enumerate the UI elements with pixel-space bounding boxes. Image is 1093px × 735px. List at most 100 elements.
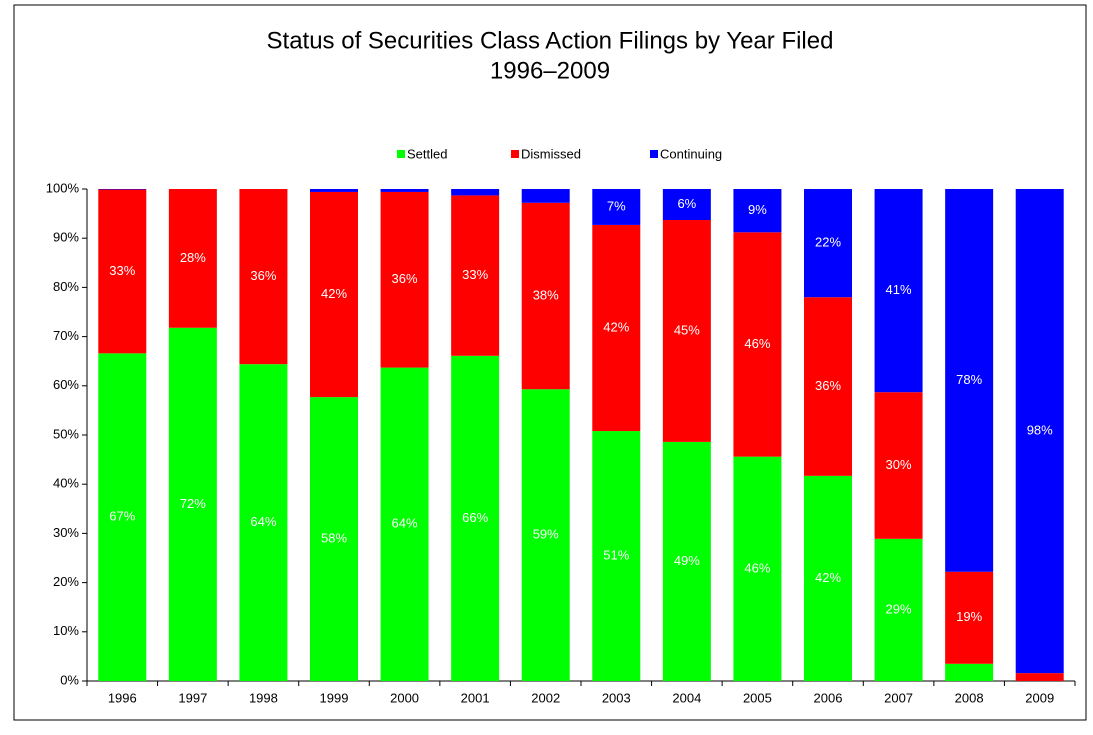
- data-label: 58%: [321, 530, 347, 545]
- data-label: 45%: [674, 322, 700, 337]
- data-label: 41%: [886, 282, 912, 297]
- y-tick-label: 90%: [53, 230, 79, 245]
- bar-segment: [239, 189, 288, 365]
- bar-segment: [662, 441, 711, 681]
- data-label: 67%: [109, 509, 135, 524]
- bar-segment: [945, 189, 994, 572]
- bar-segment: [733, 456, 782, 681]
- x-tick-label: 1996: [108, 690, 137, 705]
- data-label: 36%: [392, 271, 418, 286]
- x-tick-label: 1998: [249, 690, 278, 705]
- data-label: 19%: [956, 609, 982, 624]
- bar-segment: [310, 191, 358, 398]
- data-label: 36%: [250, 268, 276, 283]
- bar-segment: [451, 355, 500, 681]
- legend-label: Settled: [407, 146, 447, 161]
- bar-segment: [804, 189, 852, 298]
- data-label: 22%: [815, 235, 841, 250]
- legend-swatch: [650, 150, 658, 158]
- legend-label: Continuing: [660, 146, 722, 161]
- x-tick-label: 1999: [320, 690, 349, 705]
- data-label: 42%: [321, 286, 347, 301]
- x-tick-label: 2007: [884, 690, 913, 705]
- bar-segment: [804, 475, 852, 681]
- x-tick-label: 2001: [461, 690, 490, 705]
- legend-label: Dismissed: [521, 146, 581, 161]
- data-label: 46%: [744, 560, 770, 575]
- bar-segment: [592, 189, 641, 225]
- bar-segment: [168, 189, 217, 328]
- bar-segment: [1015, 673, 1064, 681]
- y-tick-label: 100%: [46, 180, 80, 195]
- bar-segment: [592, 431, 641, 681]
- bar-segment: [380, 189, 429, 192]
- bar-segment: [310, 189, 358, 192]
- data-label: 49%: [674, 553, 700, 568]
- y-tick-label: 60%: [53, 377, 79, 392]
- data-label: 30%: [886, 457, 912, 472]
- data-label: 9%: [748, 202, 767, 217]
- bar-segment: [592, 224, 641, 432]
- bar-segment: [945, 571, 994, 664]
- data-label: 66%: [462, 510, 488, 525]
- data-label: 33%: [109, 263, 135, 278]
- data-label: 59%: [533, 527, 559, 542]
- bar-segment: [874, 392, 923, 539]
- x-tick-label: 2005: [743, 690, 772, 705]
- y-tick-label: 40%: [53, 476, 79, 491]
- bar-segment: [451, 189, 500, 196]
- y-tick-label: 30%: [53, 525, 79, 540]
- data-label: 72%: [180, 496, 206, 511]
- bar-segment: [239, 364, 288, 681]
- data-label: 29%: [886, 601, 912, 616]
- x-tick-label: 2008: [955, 690, 984, 705]
- data-label: 78%: [956, 372, 982, 387]
- bar-segment: [98, 353, 147, 681]
- bar-segment: [945, 663, 994, 681]
- data-label: 6%: [677, 196, 696, 211]
- y-tick-label: 80%: [53, 279, 79, 294]
- bar-segment: [451, 195, 500, 356]
- bar-segment: [1015, 189, 1064, 674]
- legend-swatch: [511, 150, 519, 158]
- bar-segment: [98, 189, 147, 354]
- x-tick-label: 2003: [602, 690, 631, 705]
- data-label: 51%: [603, 547, 629, 562]
- bar-segment: [874, 189, 923, 393]
- x-tick-label: 2004: [672, 690, 701, 705]
- bar-segment: [310, 397, 358, 681]
- data-label: 42%: [603, 319, 629, 334]
- bar-segment: [874, 538, 923, 681]
- bar-segment: [521, 189, 570, 203]
- chart-subtitle: 1996–2009: [490, 57, 610, 84]
- bar-segment: [733, 232, 782, 457]
- data-label: 38%: [533, 287, 559, 302]
- data-label: 46%: [744, 336, 770, 351]
- bar-segment: [662, 189, 711, 220]
- bar-segment: [380, 191, 429, 368]
- data-label: 64%: [392, 516, 418, 531]
- bar-segment: [380, 367, 429, 681]
- chart-title: Status of Securities Class Action Filing…: [267, 27, 834, 54]
- data-label: 64%: [250, 514, 276, 529]
- legend-swatch: [397, 150, 405, 158]
- x-tick-label: 2009: [1025, 690, 1054, 705]
- y-tick-label: 20%: [53, 574, 79, 589]
- bar-segment: [662, 219, 711, 442]
- bar-segment: [168, 327, 217, 681]
- x-tick-label: 1997: [178, 690, 207, 705]
- data-label: 33%: [462, 267, 488, 282]
- y-tick-label: 0%: [60, 672, 79, 687]
- y-tick-label: 10%: [53, 623, 79, 638]
- bar-segment: [733, 189, 782, 233]
- x-tick-label: 2006: [814, 690, 843, 705]
- x-tick-label: 2000: [390, 690, 419, 705]
- y-tick-label: 70%: [53, 328, 79, 343]
- data-label: 7%: [607, 198, 626, 213]
- x-tick-label: 2002: [531, 690, 560, 705]
- data-label: 28%: [180, 250, 206, 265]
- data-label: 42%: [815, 570, 841, 585]
- y-tick-label: 50%: [53, 426, 79, 441]
